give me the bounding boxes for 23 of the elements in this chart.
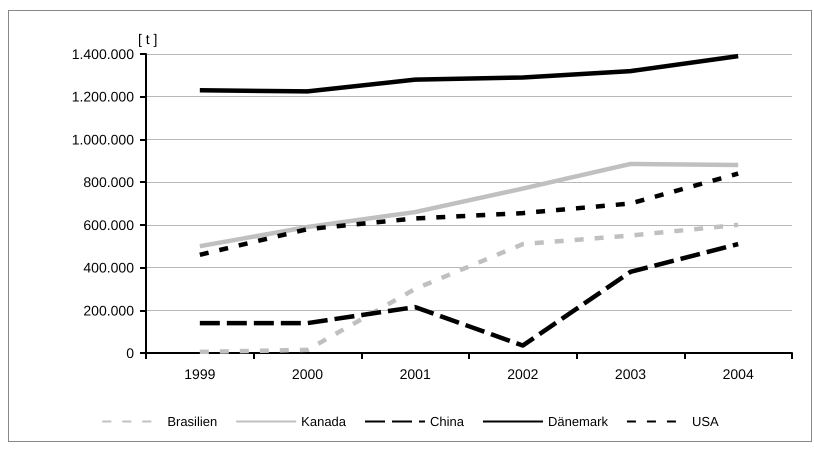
y-tick-label: 1.200.000 [72, 88, 134, 105]
y-tick-label: 600.000 [83, 216, 134, 233]
y-axis-title: [ t ] [138, 31, 158, 47]
legend-label: Kanada [301, 414, 347, 429]
y-tick-label: 800.000 [83, 174, 134, 190]
x-tick-label: 2000 [292, 366, 324, 382]
x-tick-label: 1999 [184, 366, 216, 382]
y-tick-label: 0 [126, 345, 134, 361]
y-tick-label: 400.000 [83, 260, 134, 276]
x-tick-label: 2001 [400, 366, 431, 382]
y-tick-label: 200.000 [83, 302, 134, 318]
legend-label: USA [692, 414, 719, 429]
x-tick-label: 2003 [614, 366, 646, 382]
line-series [198, 171, 740, 258]
y-tick-label: 1.000.000 [72, 131, 134, 148]
x-tick-label: 2004 [722, 366, 754, 382]
y-tick-label: 1.400.000 [72, 46, 134, 62]
legend-label: China [430, 414, 465, 429]
x-tick-label: 2002 [507, 366, 539, 382]
line-series [198, 242, 740, 348]
legend-label: Brasilien [167, 414, 218, 429]
legend-label: Dänemark [548, 414, 608, 429]
line-series [198, 54, 740, 94]
